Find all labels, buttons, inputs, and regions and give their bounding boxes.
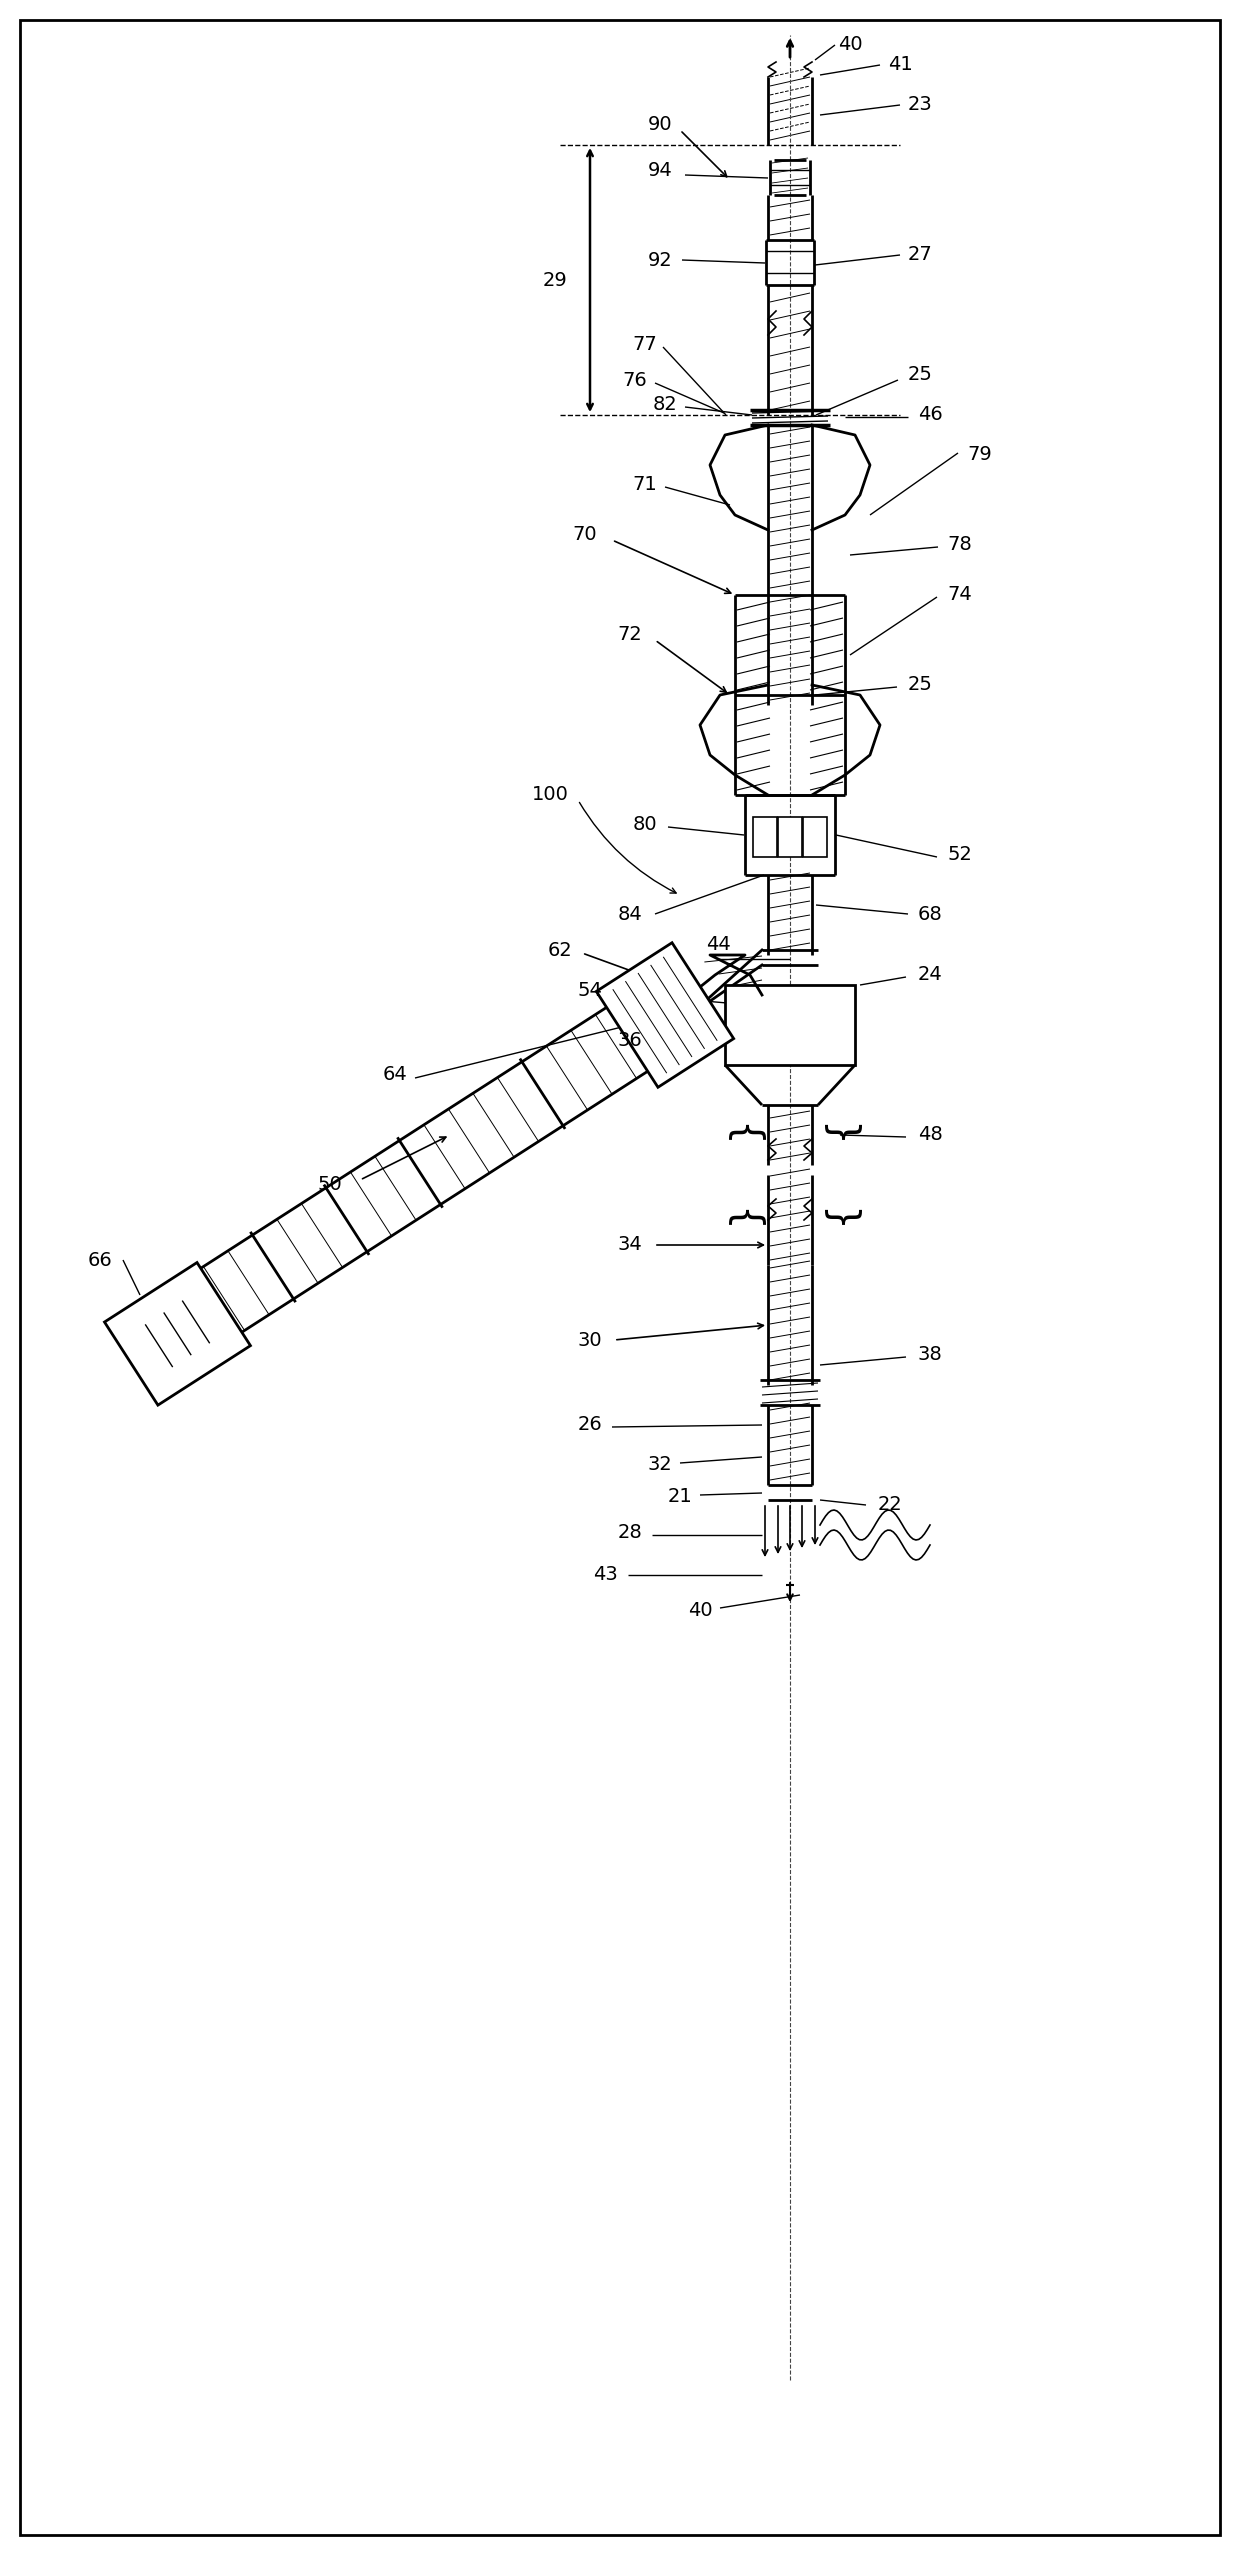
Text: 70: 70 (573, 526, 598, 544)
Text: 82: 82 (652, 396, 677, 414)
Text: 41: 41 (888, 56, 913, 74)
Text: }: } (818, 1209, 857, 1232)
Text: 23: 23 (908, 95, 932, 115)
Polygon shape (689, 950, 763, 1014)
Text: 77: 77 (632, 335, 657, 355)
Text: 44: 44 (706, 935, 730, 956)
Text: {: { (723, 1122, 761, 1147)
Text: 38: 38 (918, 1346, 942, 1364)
Bar (804, 818, 827, 856)
Text: 34: 34 (618, 1237, 642, 1255)
Text: 27: 27 (908, 245, 932, 266)
Polygon shape (104, 1262, 250, 1405)
Text: 30: 30 (578, 1331, 603, 1349)
Text: 29: 29 (543, 271, 568, 289)
Text: 25: 25 (908, 365, 932, 383)
Text: 21: 21 (667, 1487, 692, 1507)
Polygon shape (596, 943, 734, 1088)
Text: 24: 24 (918, 966, 942, 984)
Text: 36: 36 (618, 1030, 642, 1050)
Text: 54: 54 (578, 981, 603, 999)
Text: 92: 92 (647, 250, 672, 268)
Text: 40: 40 (688, 1599, 712, 1620)
Text: 43: 43 (593, 1566, 618, 1584)
Text: 68: 68 (918, 904, 942, 925)
Text: 46: 46 (918, 406, 942, 424)
Text: 80: 80 (632, 815, 657, 835)
Text: 76: 76 (622, 370, 647, 388)
Text: }: } (818, 1122, 857, 1147)
Text: 62: 62 (548, 940, 573, 961)
Text: 72: 72 (618, 626, 642, 644)
Text: 90: 90 (647, 115, 672, 135)
Bar (725, 986, 856, 1065)
Text: 52: 52 (947, 846, 972, 864)
Text: 64: 64 (383, 1065, 408, 1083)
Text: {: { (723, 1209, 761, 1232)
Text: 66: 66 (88, 1249, 113, 1270)
Text: 28: 28 (618, 1523, 642, 1543)
Bar (753, 818, 777, 856)
Text: 22: 22 (878, 1495, 903, 1515)
Text: 79: 79 (967, 445, 992, 465)
Text: 71: 71 (632, 475, 657, 496)
Text: 48: 48 (918, 1127, 942, 1145)
Text: 50: 50 (317, 1175, 342, 1196)
Text: 78: 78 (947, 537, 972, 554)
Text: 40: 40 (838, 36, 862, 54)
Text: 32: 32 (647, 1456, 672, 1474)
Text: 84: 84 (618, 904, 642, 925)
Text: 26: 26 (578, 1415, 603, 1433)
Text: 100: 100 (532, 784, 568, 805)
Text: 74: 74 (947, 585, 972, 606)
Text: 25: 25 (908, 675, 932, 695)
Text: 94: 94 (647, 161, 672, 179)
Bar (777, 818, 802, 856)
